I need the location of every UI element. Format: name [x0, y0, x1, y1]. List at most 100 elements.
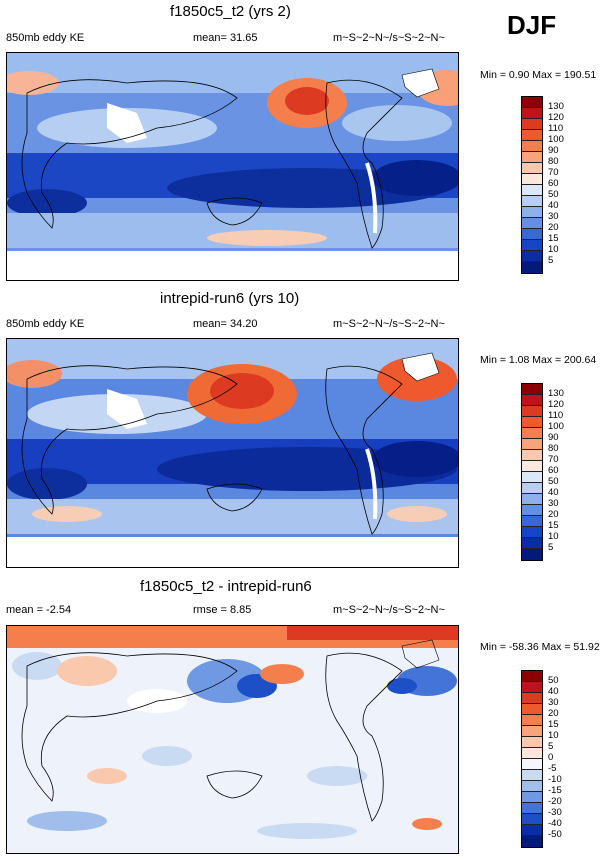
colorbar-tick: 110	[548, 123, 564, 134]
colorbar-tick: 5	[548, 542, 554, 553]
colorbar-swatch	[522, 229, 542, 240]
colorbar-swatch	[522, 240, 542, 251]
colorbar-tick: 80	[548, 156, 559, 167]
colorbar-swatch	[522, 737, 542, 748]
colorbar-tick: 15	[548, 520, 559, 531]
colorbar-tick: 40	[548, 200, 559, 211]
colorbar-swatch	[522, 715, 542, 726]
colorbar-swatch	[522, 483, 542, 494]
colorbar-swatch	[522, 704, 542, 715]
colorbar-swatch	[522, 450, 542, 461]
panel3-map	[6, 625, 459, 854]
colorbar-tick: 30	[548, 498, 559, 509]
panel3-units-label: m~S~2~N~/s~S~2~N~	[333, 604, 445, 616]
panel2-mean-label: mean= 34.20	[193, 318, 258, 330]
colorbar-swatch	[522, 505, 542, 516]
colorbar-swatch	[522, 207, 542, 218]
colorbar-tick: -20	[548, 796, 562, 807]
colorbar-swatch	[522, 141, 542, 152]
colorbar-tick: -15	[548, 785, 562, 796]
colorbar-swatch	[522, 472, 542, 483]
panel3-minmax: Min = -58.36 Max = 51.92	[480, 641, 600, 653]
colorbar-swatch	[522, 406, 542, 417]
panel2-map	[6, 338, 459, 568]
panel1-units-label: m~S~2~N~/s~S~2~N~	[333, 32, 445, 44]
colorbar-tick: 100	[548, 421, 564, 432]
colorbar-tick: 15	[548, 719, 559, 730]
colorbar-swatch	[522, 682, 542, 693]
colorbar-swatch	[522, 803, 542, 814]
colorbar-tick: 40	[548, 487, 559, 498]
colorbar-swatch	[522, 196, 542, 207]
colorbar-tick: 70	[548, 167, 559, 178]
colorbar-tick: 10	[548, 730, 559, 741]
colorbar-tick: -40	[548, 818, 562, 829]
panel1-mean-label: mean= 31.65	[193, 32, 258, 44]
colorbar-tick: 90	[548, 145, 559, 156]
colorbar-tick: 20	[548, 509, 559, 520]
colorbar-tick: 50	[548, 476, 559, 487]
colorbar-swatch	[522, 792, 542, 803]
colorbar-tick: -30	[548, 807, 562, 818]
season-label: DJF	[507, 10, 557, 40]
colorbar-swatch	[522, 516, 542, 527]
colorbar-tick: 5	[548, 741, 554, 752]
colorbar-tick: 50	[548, 189, 559, 200]
panel1-colorbar	[521, 96, 543, 274]
colorbar-swatch	[522, 97, 542, 108]
colorbar-tick: 80	[548, 443, 559, 454]
panel1-map	[6, 52, 459, 281]
colorbar-swatch	[522, 395, 542, 406]
colorbar-swatch	[522, 726, 542, 737]
colorbar-tick: 15	[548, 233, 559, 244]
colorbar-tick: 0	[548, 752, 554, 763]
panel3-title: f1850c5_t2 - intrepid-run6	[140, 578, 312, 595]
colorbar-swatch	[522, 163, 542, 174]
colorbar-swatch	[522, 781, 542, 792]
colorbar-swatch	[522, 428, 542, 439]
colorbar-tick: 40	[548, 686, 559, 697]
colorbar-swatch	[522, 836, 542, 847]
colorbar-swatch	[522, 152, 542, 163]
colorbar-tick: 130	[548, 101, 564, 112]
panel2-minmax: Min = 1.08 Max = 200.64	[480, 354, 597, 366]
panel3-rmse-label: rmse = 8.85	[193, 604, 252, 616]
colorbar-tick: 10	[548, 531, 559, 542]
colorbar-swatch	[522, 693, 542, 704]
colorbar-swatch	[522, 494, 542, 505]
panel3-mean-label: mean = -2.54	[6, 604, 72, 616]
colorbar-tick: 70	[548, 454, 559, 465]
colorbar-swatch	[522, 218, 542, 229]
colorbar-tick: 60	[548, 178, 559, 189]
colorbar-tick: 120	[548, 399, 564, 410]
panel1-minmax: Min = 0.90 Max = 190.51	[480, 69, 597, 81]
colorbar-swatch	[522, 417, 542, 428]
colorbar-tick: 30	[548, 697, 559, 708]
colorbar-swatch	[522, 130, 542, 141]
colorbar-tick: -50	[548, 829, 562, 840]
panel2-title: intrepid-run6 (yrs 10)	[160, 290, 300, 307]
colorbar-swatch	[522, 538, 542, 549]
colorbar-swatch	[522, 671, 542, 682]
colorbar-swatch	[522, 251, 542, 262]
colorbar-swatch	[522, 262, 542, 273]
colorbar-tick: 30	[548, 211, 559, 222]
colorbar-swatch	[522, 825, 542, 836]
colorbar-tick: 90	[548, 432, 559, 443]
colorbar-swatch	[522, 174, 542, 185]
colorbar-swatch	[522, 814, 542, 825]
colorbar-swatch	[522, 461, 542, 472]
colorbar-tick: 110	[548, 410, 564, 421]
colorbar-swatch	[522, 384, 542, 395]
colorbar-swatch	[522, 770, 542, 781]
colorbar-tick: 100	[548, 134, 564, 145]
panel2-colorbar	[521, 383, 543, 561]
colorbar-tick: 10	[548, 244, 559, 255]
colorbar-tick: 50	[548, 675, 559, 686]
colorbar-tick: 130	[548, 388, 564, 399]
colorbar-tick: -5	[548, 763, 557, 774]
panel2-field-label: 850mb eddy KE	[6, 318, 85, 330]
colorbar-swatch	[522, 108, 542, 119]
panel2-units-label: m~S~2~N~/s~S~2~N~	[333, 318, 445, 330]
colorbar-tick: 5	[548, 255, 554, 266]
